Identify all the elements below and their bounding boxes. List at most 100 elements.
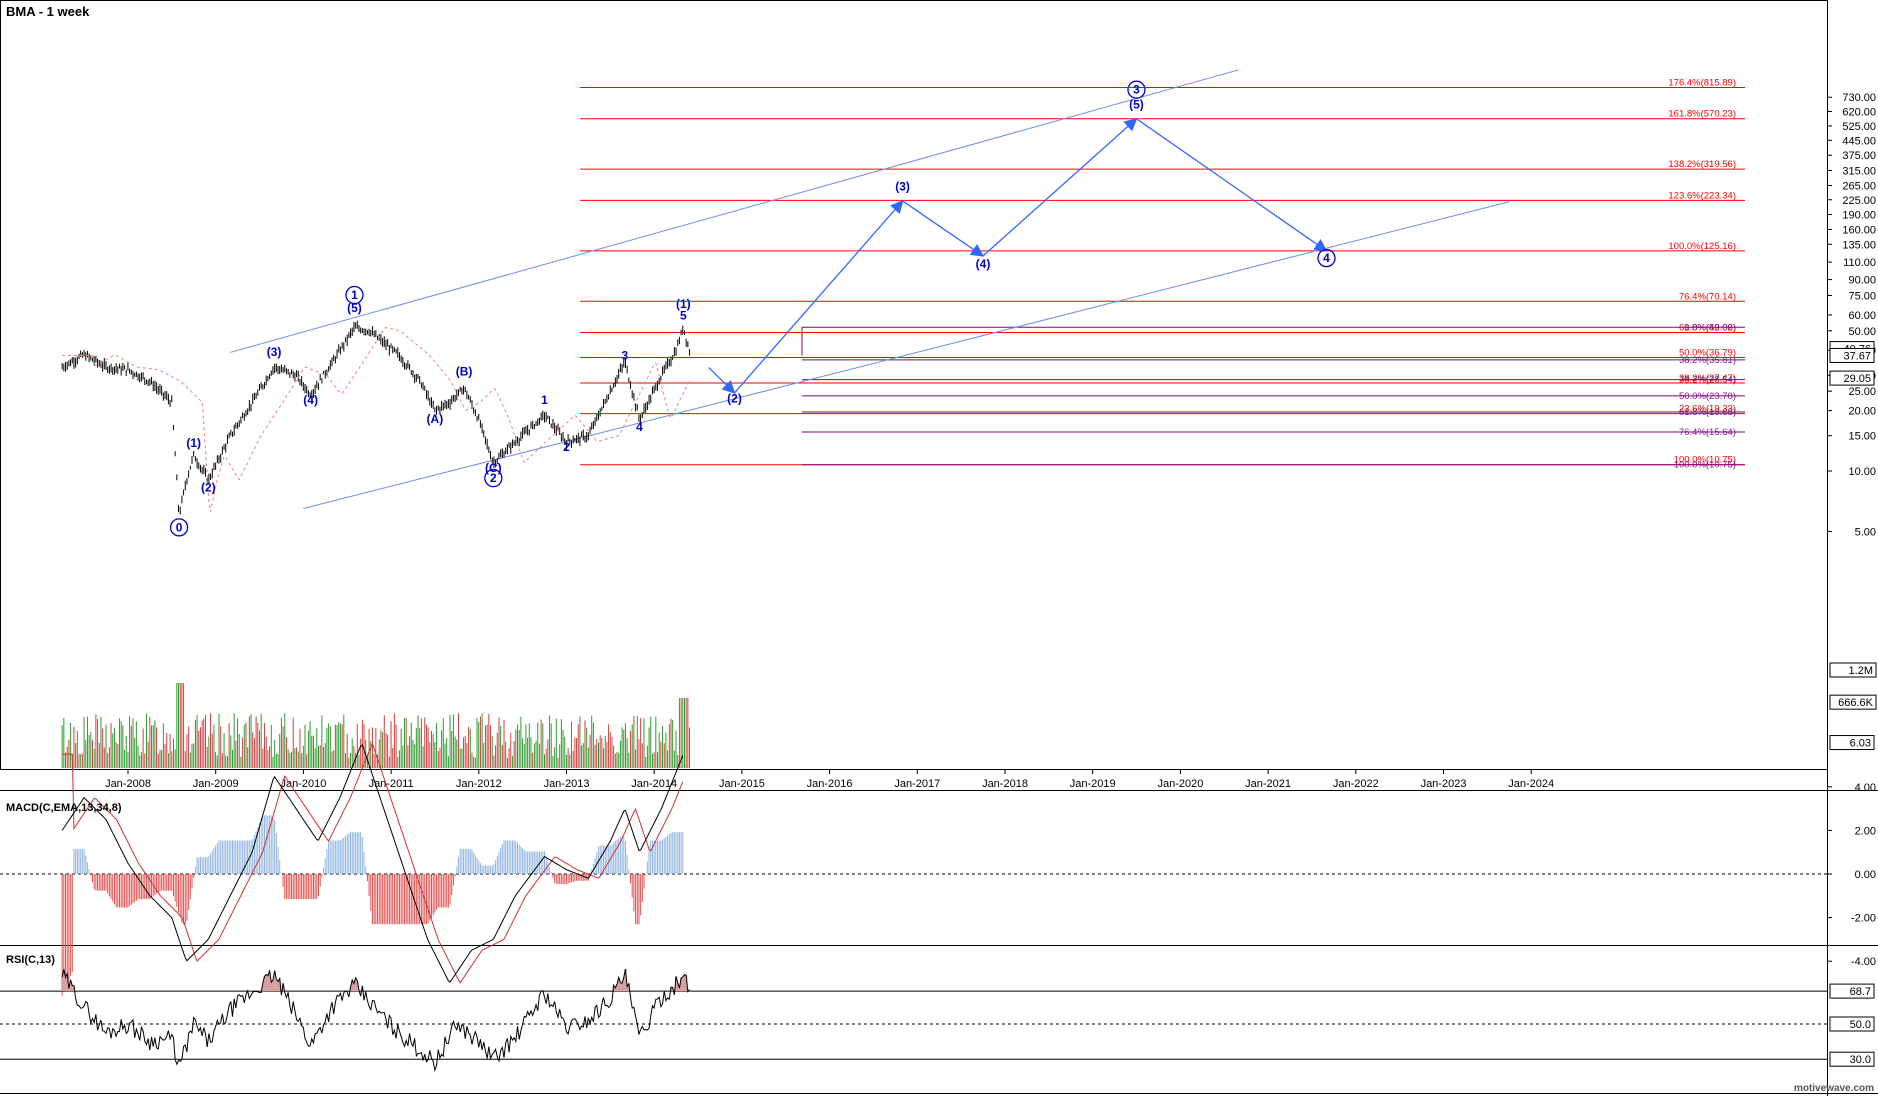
time-tick-label: Jan-2014 [631,778,677,790]
moving-average-line [62,327,690,512]
wave-circle [1317,248,1336,268]
price-tick-label: 50.00 [1848,326,1876,338]
price-tick-label: 90.00 [1848,275,1876,287]
price-flag-label: 29.05 [1843,373,1871,385]
wave-circle [345,285,364,305]
wave-label: 5 [680,308,687,322]
wave-label: 3 [1133,83,1140,97]
price-flag-label: 37.67 [1843,350,1871,362]
wave-label: (3) [895,180,910,194]
time-tick-label: Jan-2022 [1333,778,1379,790]
rsi-flag [1829,1016,1875,1032]
price-tick-label: 225.00 [1842,195,1876,207]
price-tick-label: 190.00 [1842,209,1876,221]
time-tick-label: Jan-2019 [1070,778,1116,790]
macd-panel: 4.00 2.00 0.00 -2.00 -4.00 6.03 [0,735,1876,997]
fib-label-red: 123.6%(223.34) [1668,190,1736,201]
macd-tick-label: -2.00 [1851,913,1876,925]
wave-label: (B) [456,364,473,378]
macd-tick-label: -4.00 [1851,956,1876,968]
fib-label-red: 61.8%(49.02) [1679,323,1736,334]
price-tick-label: 160.00 [1842,224,1876,236]
wave-label: (2) [727,391,742,405]
time-tick-label: Jan-2012 [456,778,502,790]
volume-flag-label: 666.6K [1838,697,1874,709]
volume-flag [1829,662,1877,678]
time-tick-label: Jan-2024 [1508,778,1554,790]
time-tick-label: Jan-2013 [544,778,590,790]
price-tick-label: 15.00 [1848,431,1876,443]
price-tick-label: 60.00 [1848,310,1876,322]
price-axis: 730.00 620.00 525.00 445.00 375.00 315.00 265.… [1827,92,1877,710]
macd-signal-line [62,742,684,984]
wave-label: 1 [541,393,548,407]
wave-label: (5) [347,301,362,315]
fib-label-red: 100.0%(125.16) [1668,241,1736,252]
fib-label-purple: 100.0%(10.75) [1674,460,1736,471]
rsi-flag [1829,983,1875,999]
wave-label: (A) [427,412,444,426]
wave-circle [484,468,503,488]
volume-flag-label: 1.2M [1849,665,1873,677]
time-axis: Jan-2008 Jan-2009 Jan-2010 Jan-2011 Jan-2012… [105,769,1554,790]
time-tick-label: Jan-2023 [1421,778,1467,790]
fib-label-purple: 50.0%(23.70) [1679,391,1736,402]
fib-label-purple: 38.2%(28.54) [1679,375,1736,386]
projection-path [708,117,1328,394]
wave-label: 4 [1323,251,1330,265]
projection-segment [902,200,985,257]
price-tick-label: 110.00 [1843,257,1876,269]
macd-tick-label: 2.00 [1855,825,1876,837]
time-tick-label: Jan-2016 [807,778,853,790]
time-tick-label: Jan-2017 [894,778,940,790]
rsi-tick-label: 30.0 [1850,1054,1871,1066]
price-tick-label: 10.00 [1848,466,1876,478]
fib-label-red: 161.8%(570.23) [1668,109,1736,120]
wave-label: (1) [186,436,201,450]
price-tick-label: 730.00 [1842,92,1876,104]
wave-label: 3 [622,348,629,362]
wave-label: (4) [303,393,318,407]
fib-label-red: 23.6%(19.33) [1679,404,1736,415]
wave-label: 2 [563,440,570,454]
time-tick-label: Jan-2008 [105,778,151,790]
wave-label: 0 [176,520,183,534]
wave-labels: 0(1)(2)(3)(4)(5)1(A)(B)(C)212345(1)(2)(3… [169,80,1336,537]
price-tick-label: 620.00 [1842,106,1876,118]
wave-label: (4) [976,257,991,271]
price-flag [1829,347,1875,363]
fib-label-purple: 61.8%(19.68) [1679,407,1736,418]
wave-circle [169,518,189,537]
wave-circle [1127,80,1146,99]
rsi-title: RSI(C,13) [6,954,55,966]
price-flag [1829,370,1875,386]
time-tick-label: Jan-2020 [1157,778,1203,790]
macd-line [61,744,684,983]
macd-title: MACD(C,EMA,13,34,8) [6,802,122,814]
wave-label: (3) [267,345,282,359]
price-tick-label: 135.00 [1842,239,1876,251]
rsi-panel: 68.7 50.0 30.0 [0,968,1875,1073]
rsi-flag [1829,1051,1875,1067]
wave-label: (5) [1129,98,1144,112]
price-tick-label: 315.00 [1842,165,1876,177]
price-tick-label: 525.00 [1842,121,1876,133]
fib-label-purple: 76.4%(15.64) [1679,427,1736,438]
volume-bars [61,683,691,768]
price-tick-label: 375.00 [1842,150,1876,162]
macd-flag-label: 6.03 [1850,738,1871,750]
volume-flag [1829,694,1877,710]
fibonacci-levels: 176.4%(815.89) 161.8%(570.23) 138.2%(319.5… [580,78,1745,471]
price-tick-label: 5.00 [1855,526,1876,538]
wave-label: 4 [636,420,643,434]
channel-lines [230,69,1510,510]
price-tick-label: 75.00 [1848,290,1876,302]
macd-tick-label: 4.00 [1855,782,1876,794]
time-tick-label: Jan-2018 [982,778,1028,790]
wave-label: (1) [676,297,691,311]
projection-segment [708,366,736,394]
rsi-tick-label: 50.0 [1850,1019,1871,1031]
price-tick-label: 445.00 [1842,135,1876,147]
